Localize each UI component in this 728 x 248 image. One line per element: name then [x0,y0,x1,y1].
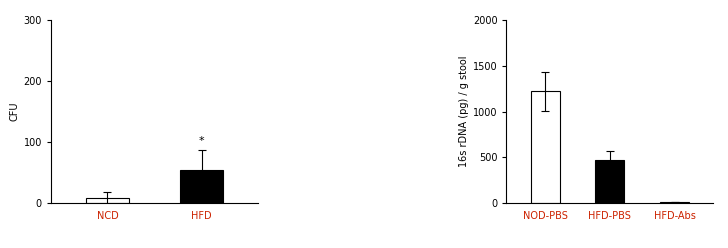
Bar [531,92,560,203]
Text: *: * [199,136,205,147]
Bar [181,170,223,203]
Bar [660,202,689,203]
Y-axis label: 16s rDNA (pg) / g stool: 16s rDNA (pg) / g stool [459,56,469,167]
Bar [86,198,129,203]
Y-axis label: CFU: CFU [9,102,19,121]
Bar [596,160,625,203]
